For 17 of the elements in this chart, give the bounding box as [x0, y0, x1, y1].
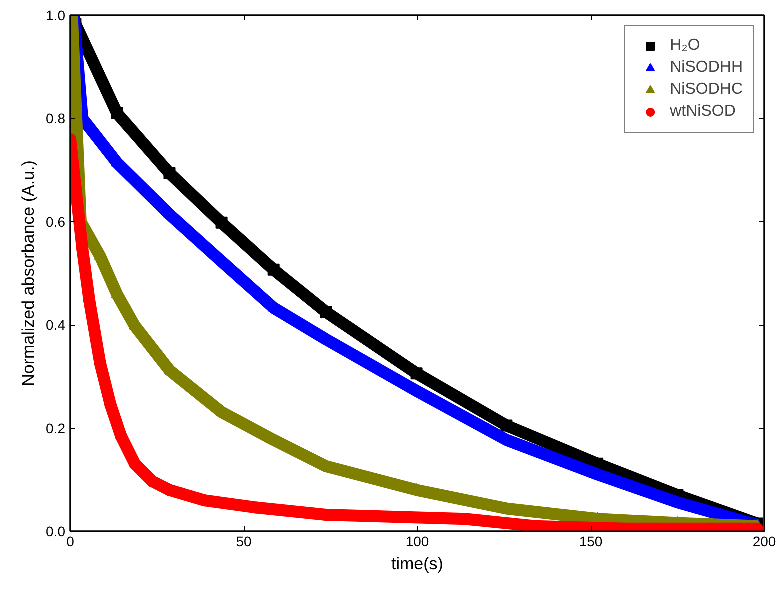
legend-label: wtNiSOD: [670, 103, 736, 121]
legend-label: H₂O: [670, 37, 700, 55]
y-axis-title: Normalized absorbance (A.u.): [19, 160, 38, 386]
legend-label: NiSODHC: [670, 81, 743, 99]
y-tick-label: 0.0: [46, 524, 66, 540]
x-tick-label: 200: [752, 534, 776, 550]
x-axis-title: time(s): [392, 554, 444, 574]
x-tick-label: 150: [579, 534, 603, 550]
legend-label: NiSODHH: [670, 59, 743, 77]
y-tick-label: 0.6: [46, 214, 66, 230]
y-tick-label: 0.2: [46, 420, 66, 436]
x-tick-label: 50: [236, 534, 252, 550]
y-tick-label: 0.8: [46, 110, 66, 127]
y-tick-label: 0.4: [46, 317, 66, 334]
x-tick-label: 100: [406, 534, 430, 550]
x-tick-label: 0: [66, 534, 75, 550]
y-tick-label: 1.0: [46, 8, 66, 24]
